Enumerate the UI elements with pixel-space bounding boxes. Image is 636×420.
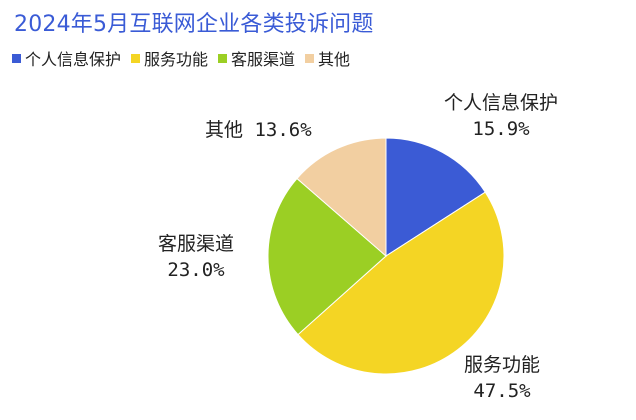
slice-label-support: 客服渠道 23.0% bbox=[158, 231, 234, 283]
slice-label-support-name: 客服渠道 bbox=[158, 233, 235, 255]
legend-item-other: 其他 bbox=[305, 46, 350, 70]
slice-label-service: 服务功能 47.5% bbox=[464, 352, 540, 404]
slice-label-support-value: 23.0% bbox=[167, 259, 225, 281]
slice-label-privacy: 个人信息保护 15.9% bbox=[444, 90, 558, 142]
legend-swatch-other bbox=[305, 53, 315, 63]
slice-label-other: 其他 13.6% bbox=[205, 117, 312, 143]
slice-label-privacy-value: 15.9% bbox=[472, 118, 530, 140]
legend-label-service: 服务功能 bbox=[144, 50, 209, 69]
slice-privacy bbox=[385, 137, 486, 257]
slice-service bbox=[297, 191, 505, 375]
pie-slices bbox=[267, 137, 505, 375]
legend-item-privacy: 个人信息保护 bbox=[12, 46, 121, 70]
legend: 个人信息保护 服务功能 客服渠道 其他 bbox=[12, 46, 350, 70]
legend-label-support: 客服渠道 bbox=[231, 50, 296, 69]
legend-item-service: 服务功能 bbox=[131, 46, 208, 70]
slice-label-other-value: 13.6% bbox=[254, 119, 312, 141]
slice-label-privacy-name: 个人信息保护 bbox=[444, 92, 559, 114]
slice-support bbox=[267, 177, 387, 336]
legend-item-support: 客服渠道 bbox=[218, 46, 295, 70]
slice-label-other-name: 其他 bbox=[205, 119, 244, 141]
slice-label-service-value: 47.5% bbox=[473, 380, 531, 402]
chart-title: 2024年5月互联网企业各类投诉问题 bbox=[14, 12, 374, 37]
legend-swatch-support bbox=[218, 53, 228, 63]
legend-label-other: 其他 bbox=[318, 50, 351, 69]
legend-swatch-service bbox=[131, 53, 141, 63]
slice-label-service-name: 服务功能 bbox=[464, 354, 541, 376]
slice-other bbox=[296, 137, 387, 258]
legend-swatch-privacy bbox=[12, 53, 21, 63]
legend-label-privacy: 个人信息保护 bbox=[25, 50, 122, 69]
